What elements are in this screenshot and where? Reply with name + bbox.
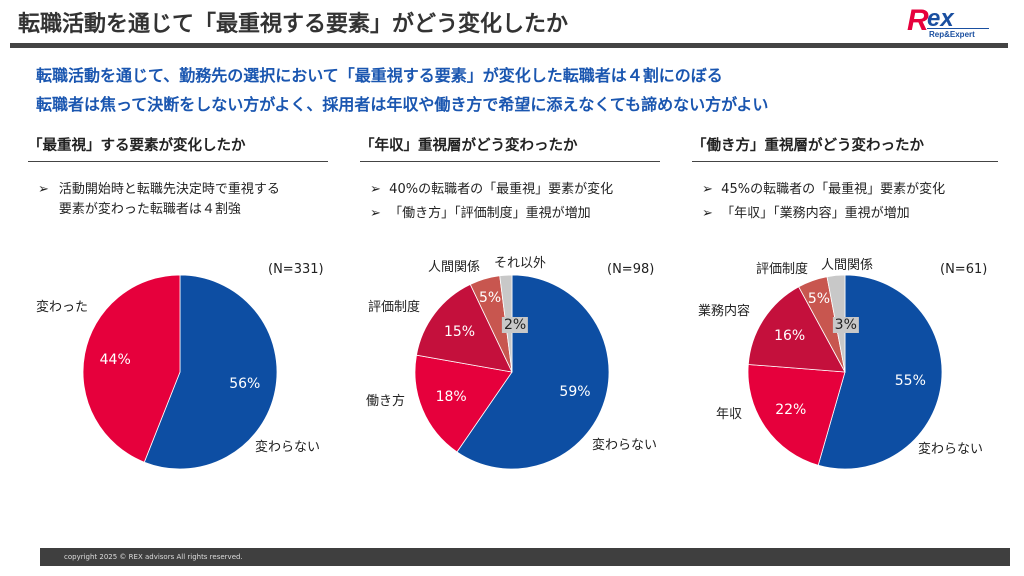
footer-copyright: copyright 2025 © REX advisors All rights… (40, 548, 1010, 566)
pie-chart-1 (82, 274, 278, 470)
data-label: 55% (894, 373, 926, 390)
data-label: 5% (807, 290, 831, 307)
arrowhead-icon: ➢ (38, 182, 49, 197)
page-title: 転職活動を通じて「最重視する要素」がどう変化したか (18, 12, 569, 37)
category-label: それ以外 (494, 256, 547, 271)
data-label: 16% (774, 328, 806, 345)
data-label: 2% (501, 316, 529, 333)
category-label: 評価制度 (368, 300, 421, 315)
category-label: 変わらない (918, 442, 984, 457)
section-heading-3: 「働き方」重視層がどう変わったか (692, 134, 998, 162)
bullet-text: 「働き方」「評価制度」重視が増加 (389, 206, 591, 221)
data-label: 56% (229, 376, 261, 393)
pie-slice (747, 364, 846, 466)
pie-slice (456, 274, 610, 470)
sample-size-2: (N=98) (607, 262, 655, 277)
pie-slice (143, 274, 278, 470)
title-divider (10, 43, 1008, 48)
category-label: 評価制度 (756, 262, 809, 277)
bullet-text: 40%の転職者の「最重視」要素が変化 (389, 182, 614, 197)
data-label: 22% (775, 401, 807, 418)
pie-slice (82, 274, 181, 463)
category-label: 変わらない (255, 440, 321, 455)
data-label: 18% (435, 389, 467, 406)
section-heading-1: 「最重視」する要素が変化したか (28, 134, 328, 162)
pie-slice (747, 286, 846, 373)
category-label: 年収 (716, 407, 743, 422)
arrowhead-icon: ➢ (370, 206, 381, 221)
category-label: 変わった (36, 300, 89, 315)
data-label: 59% (559, 383, 591, 400)
data-label: 44% (99, 351, 131, 368)
pie-slice (416, 283, 513, 373)
data-label: 5% (479, 289, 502, 306)
svg-text:ex: ex (927, 5, 955, 32)
sample-size-3: (N=61) (940, 262, 988, 277)
pie-chart-2 (414, 274, 610, 470)
summary-line-1: 転職活動を通じて、勤務先の選択において「最重視する要素」が変化した転職者は４割に… (36, 66, 723, 85)
bullet-text: 45%の転職者の「最重視」要素が変化 (721, 182, 946, 197)
sample-size-1: (N=331) (268, 262, 324, 277)
section-heading-2: 「年収」重視層がどう変わったか (360, 134, 660, 162)
category-label: 変わらない (592, 438, 658, 453)
data-label: 3% (832, 316, 859, 333)
pie-slice (414, 354, 513, 453)
category-label: 人間関係 (428, 260, 481, 275)
summary-line-2: 転職者は焦って決断をしない方がよく、採用者は年収や働き方で希望に添えなくても諦め… (36, 95, 769, 114)
bullet-text: 活動開始時と転職先決定時で重視する 要素が変わった転職者は４割強 (58, 182, 280, 217)
category-label: 人間関係 (821, 258, 874, 273)
svg-text:R: R (907, 4, 929, 37)
svg-text:Rep&Expert: Rep&Expert (929, 30, 975, 39)
rex-logo: R ex Rep&Expert (907, 4, 989, 39)
bullet-text: 「年収」「業務内容」重視が増加 (721, 206, 910, 221)
data-label: 15% (443, 324, 476, 341)
arrowhead-icon: ➢ (702, 182, 713, 197)
arrowhead-icon: ➢ (702, 206, 713, 221)
category-label: 働き方 (366, 394, 406, 409)
category-label: 業務内容 (698, 304, 751, 319)
pie-chart-3 (747, 274, 943, 470)
arrowhead-icon: ➢ (370, 182, 381, 197)
